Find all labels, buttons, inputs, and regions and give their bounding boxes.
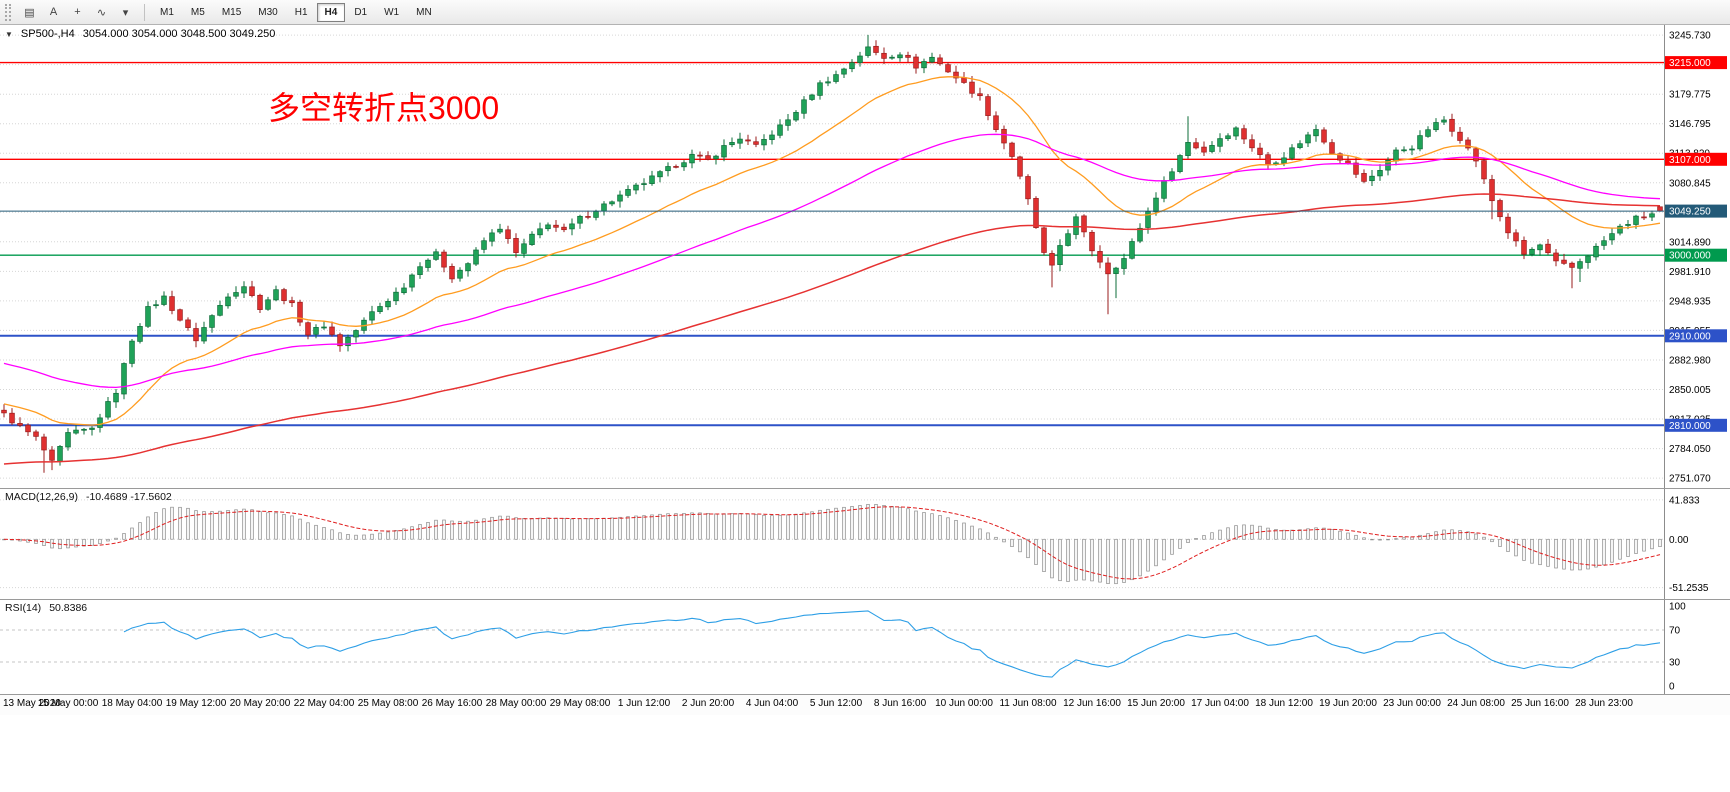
macd-values: -10.4689 -17.5602 — [85, 491, 172, 503]
chart-annotation-text[interactable]: 多空转折点3000 — [268, 90, 500, 126]
time-axis-label: 18 Jun 12:00 — [1255, 698, 1313, 709]
time-axis-label: 19 May 12:00 — [165, 698, 227, 709]
timeframe-h4-button[interactable]: H4 — [316, 2, 346, 22]
time-axis-label: 2 Jun 20:00 — [681, 698, 735, 709]
svg-text:2751.070: 2751.070 — [1669, 474, 1711, 485]
svg-text:30: 30 — [1669, 658, 1681, 669]
time-axis-label: 12 Jun 16:00 — [1063, 698, 1121, 709]
svg-text:2784.050: 2784.050 — [1669, 444, 1711, 455]
time-axis-label: 18 May 04:00 — [101, 698, 163, 709]
macd-header: MACD(12,26,9) -10.4689 -17.5602 — [5, 491, 172, 503]
timeframe-w1-button[interactable]: W1 — [376, 3, 407, 22]
svg-text:3014.890: 3014.890 — [1669, 237, 1711, 248]
time-axis-label: 11 Jun 08:00 — [999, 698, 1057, 709]
crosshair-tool-button[interactable]: + — [66, 2, 89, 22]
time-axis-label: 28 Jun 23:00 — [1575, 698, 1633, 709]
time-axis-label: 15 May 00:00 — [37, 698, 99, 709]
chart-collapse-icon[interactable]: ▼ — [5, 29, 13, 39]
time-axis-label: 29 May 08:00 — [549, 698, 611, 709]
timeframe-h1-button[interactable]: H1 — [287, 3, 316, 22]
ohlc-values: 3054.000 3054.000 3048.500 3049.250 — [82, 28, 276, 40]
svg-text:0.00: 0.00 — [1669, 535, 1689, 546]
time-axis-label: 1 Jun 12:00 — [617, 698, 671, 709]
rsi-pane[interactable]: 100 70 30 0 RSI(14) 50.8386 — [0, 600, 1730, 694]
svg-text:2948.935: 2948.935 — [1669, 296, 1711, 307]
time-axis-label: 24 Jun 08:00 — [1447, 698, 1505, 709]
time-axis-label: 26 May 16:00 — [421, 698, 483, 709]
rsi-value: 50.8386 — [49, 602, 88, 614]
time-axis-label: 25 May 08:00 — [357, 698, 419, 709]
symbol-timeframe-label: SP500-,H4 — [20, 28, 75, 40]
rsi-header: RSI(14) 50.8386 — [5, 602, 87, 614]
indicators-tool-button[interactable]: ∿ — [90, 2, 113, 22]
timeframe-m15-button[interactable]: M15 — [214, 3, 249, 22]
time-axis[interactable]: 13 May 2020 15 May 00:00 18 May 04:00 19 Ma… — [0, 694, 1730, 715]
time-axis-label: 10 Jun 00:00 — [935, 698, 993, 709]
svg-text:3080.845: 3080.845 — [1669, 178, 1711, 189]
window-empty-area — [0, 715, 1730, 792]
tools-dropdown-button[interactable]: ▾ — [114, 2, 137, 22]
time-axis-label: 22 May 04:00 — [293, 698, 355, 709]
timeframe-d1-button[interactable]: D1 — [346, 3, 375, 22]
time-axis-label: 28 May 00:00 — [485, 698, 547, 709]
time-axis-label: 23 Jun 00:00 — [1383, 698, 1441, 709]
svg-text:100: 100 — [1669, 602, 1686, 613]
time-axis-label: 5 Jun 12:00 — [809, 698, 863, 709]
svg-text:2882.980: 2882.980 — [1669, 356, 1711, 367]
svg-text:0: 0 — [1669, 682, 1675, 693]
chart-header: ▼ SP500-,H4 3054.000 3054.000 3048.500 3… — [5, 28, 275, 40]
svg-text:70: 70 — [1669, 626, 1681, 637]
svg-text:3245.730: 3245.730 — [1669, 31, 1711, 42]
time-axis-label: 13 May 2020 — [3, 698, 61, 709]
text-annotation-tool-button[interactable]: A — [42, 2, 65, 22]
time-axis-label: 15 Jun 20:00 — [1127, 698, 1185, 709]
svg-text:2981.910: 2981.910 — [1669, 267, 1711, 278]
rsi-label: RSI(14) — [5, 602, 42, 614]
svg-text:3049.250: 3049.250 — [1669, 207, 1711, 218]
time-axis-label: 19 Jun 20:00 — [1319, 698, 1377, 709]
svg-text:-51.2535: -51.2535 — [1669, 583, 1709, 594]
main-chart-canvas[interactable]: 3245.7303212.7503179.7753146.7953113.820… — [0, 25, 1730, 488]
timeframe-buttons-group: M1 M5 M15 M30 H1 H4 D1 W1 MN — [152, 2, 440, 22]
main-chart-pane[interactable]: 3245.7303212.7503179.7753146.7953113.820… — [0, 25, 1730, 489]
svg-text:3107.000: 3107.000 — [1669, 155, 1711, 166]
timeframe-m1-button[interactable]: M1 — [152, 3, 182, 22]
time-axis-label: 8 Jun 16:00 — [873, 698, 927, 709]
svg-text:3000.000: 3000.000 — [1669, 251, 1711, 262]
time-axis-label: 17 Jun 04:00 — [1191, 698, 1249, 709]
macd-label: MACD(12,26,9) — [5, 491, 78, 503]
svg-text:3215.000: 3215.000 — [1669, 58, 1711, 69]
time-axis-label: 20 May 20:00 — [229, 698, 291, 709]
timeframe-m5-button[interactable]: M5 — [183, 3, 213, 22]
rsi-canvas[interactable]: 100 70 30 0 — [0, 600, 1730, 694]
toolbar: ▤ A + ∿ ▾ M1 M5 M15 M30 H1 H4 D1 W1 MN — [0, 0, 1730, 25]
time-axis-label: 25 Jun 16:00 — [1511, 698, 1569, 709]
drawing-tools-group: ▤ A + ∿ ▾ — [18, 2, 137, 22]
timeframe-m30-button[interactable]: M30 — [250, 3, 285, 22]
macd-pane[interactable]: 41.833 0.00 -51.2535 MACD(12,26,9) -10.468… — [0, 489, 1730, 600]
svg-text:41.833: 41.833 — [1669, 495, 1700, 506]
charts-grid-button[interactable]: ▤ — [18, 2, 41, 22]
macd-canvas[interactable]: 41.833 0.00 -51.2535 — [0, 489, 1730, 599]
toolbar-separator — [144, 3, 145, 21]
svg-text:2810.000: 2810.000 — [1669, 421, 1711, 432]
svg-text:2910.000: 2910.000 — [1669, 331, 1711, 342]
svg-text:2850.005: 2850.005 — [1669, 385, 1711, 396]
toolbar-grip[interactable] — [5, 3, 11, 21]
time-axis-label: 4 Jun 04:00 — [745, 698, 799, 709]
svg-text:3179.775: 3179.775 — [1669, 90, 1711, 101]
svg-text:3146.795: 3146.795 — [1669, 119, 1711, 130]
timeframe-mn-button[interactable]: MN — [408, 3, 440, 22]
